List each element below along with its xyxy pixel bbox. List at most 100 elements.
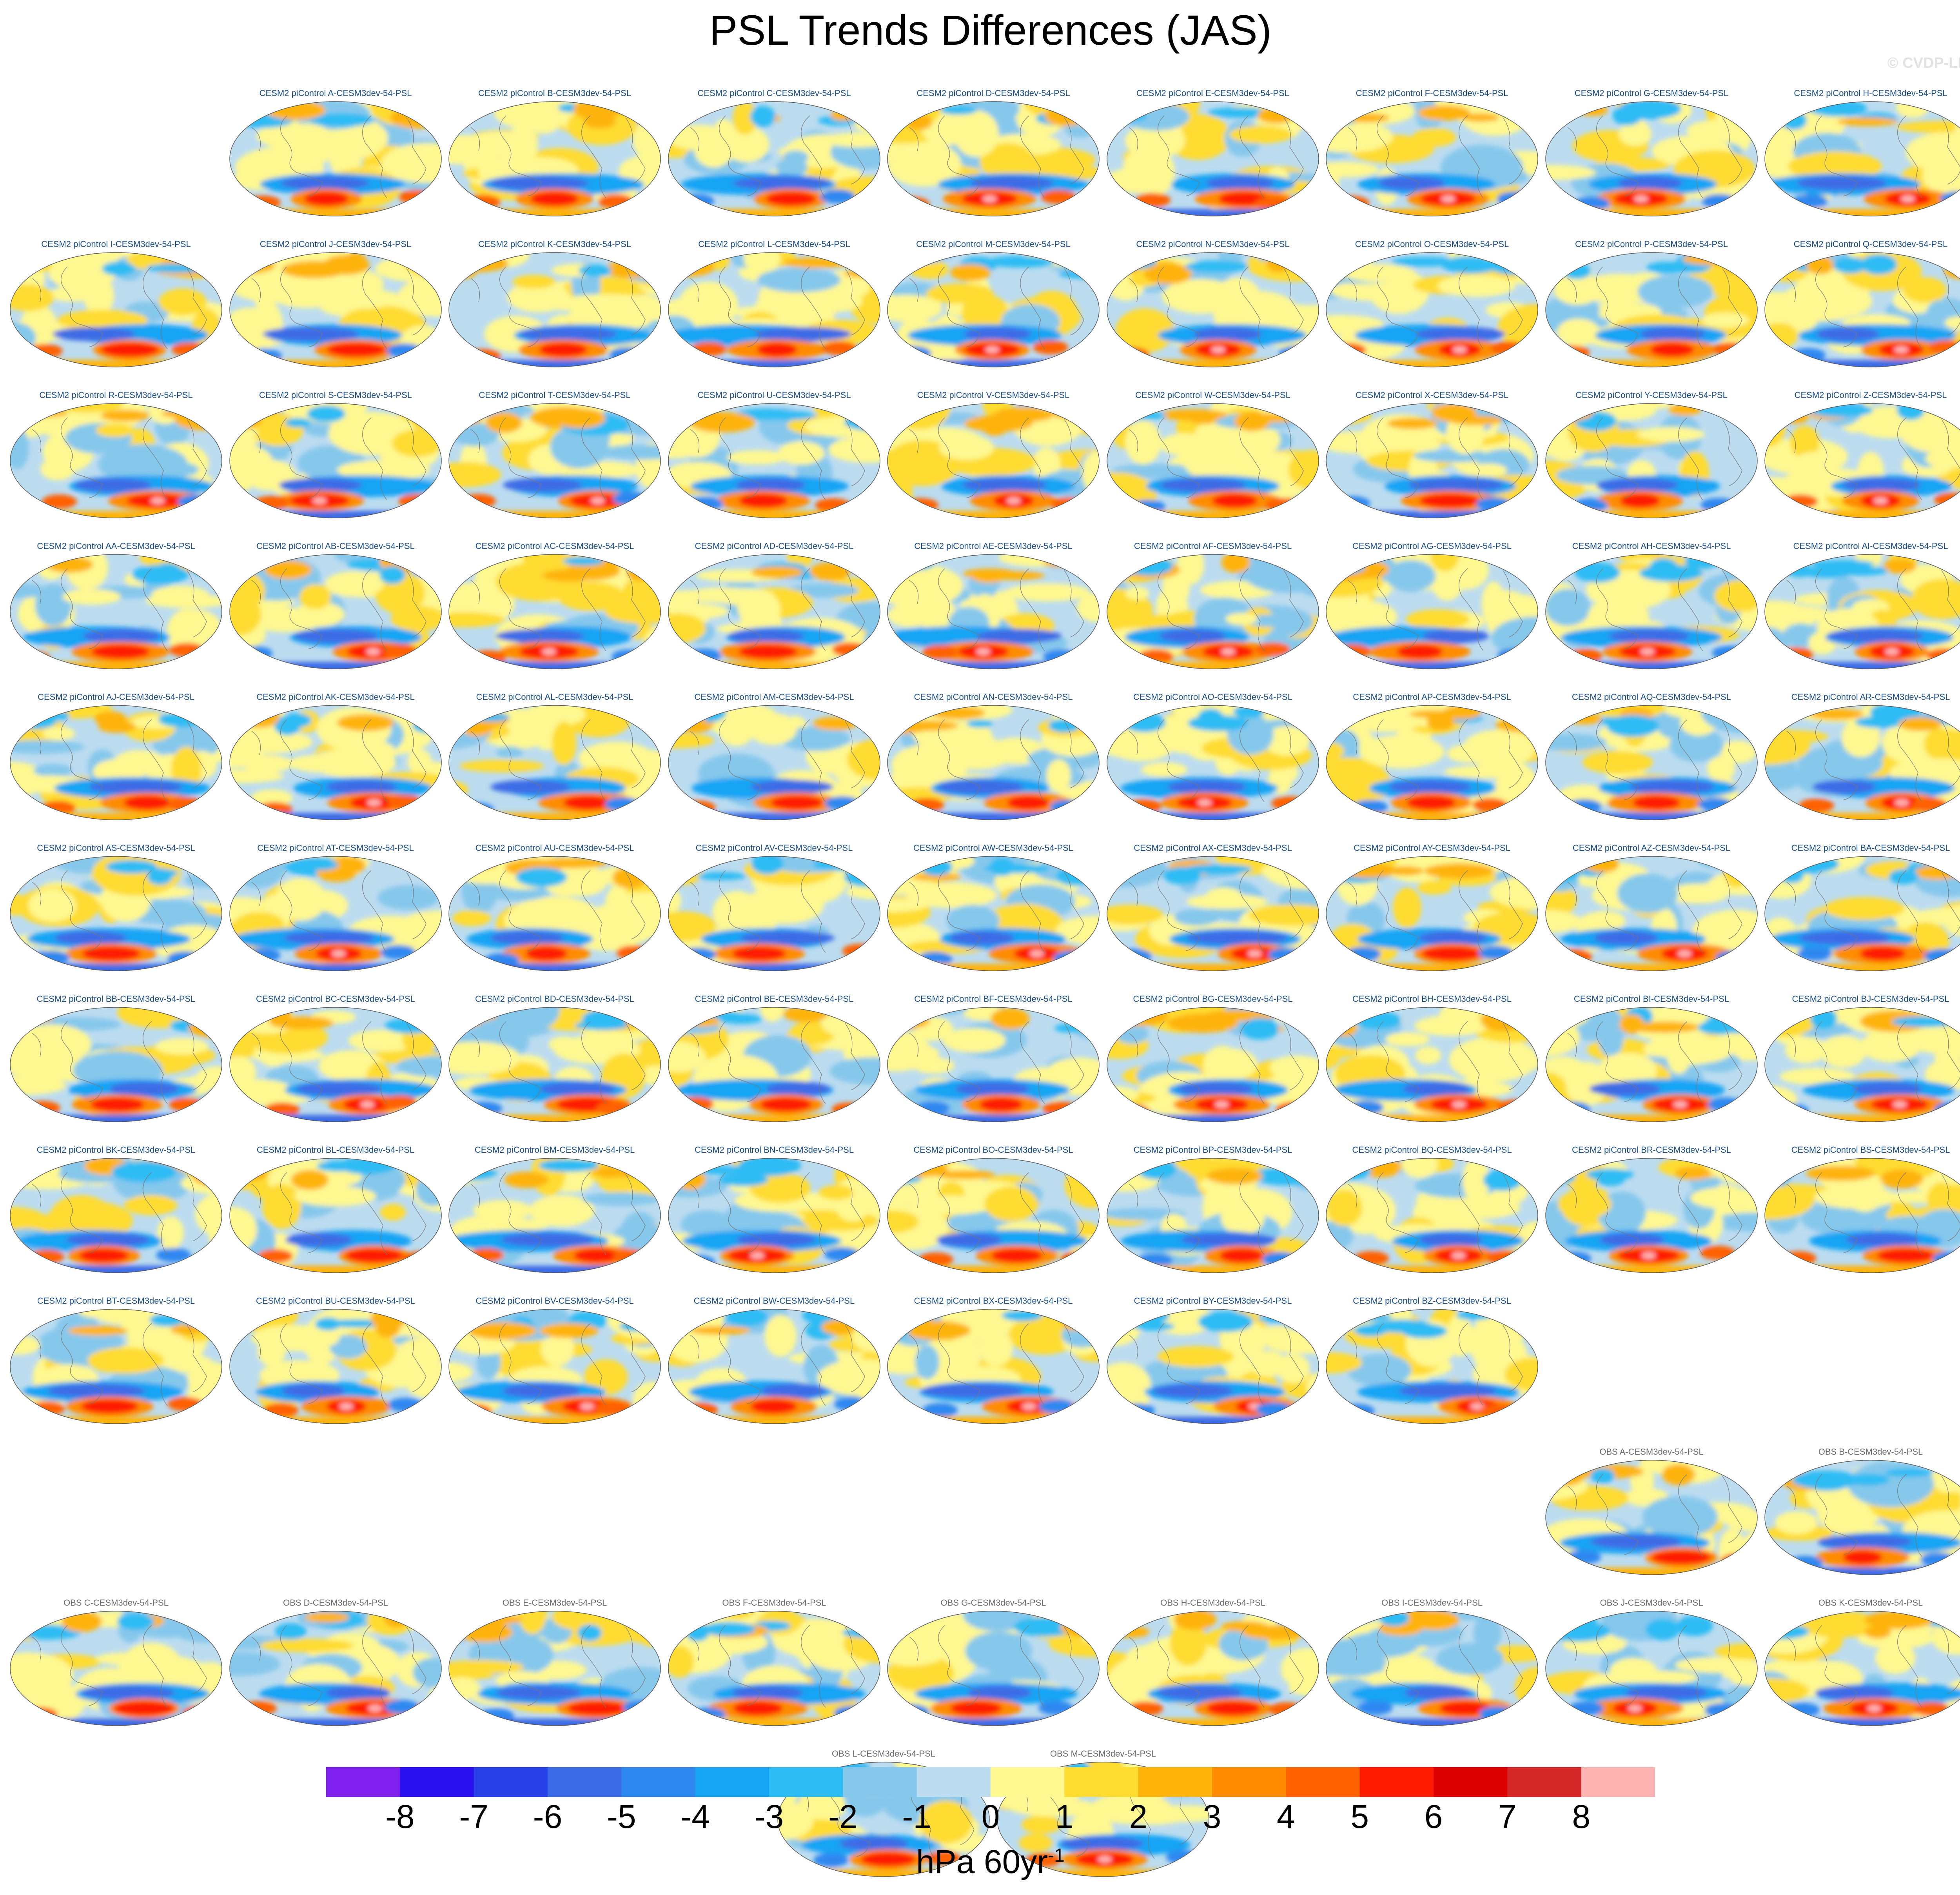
panel-title: OBS L-CESM3dev-54-PSL bbox=[831, 1749, 936, 1759]
map-panel: CESM2 piControl BT-CESM3dev-54-PSL bbox=[9, 1296, 223, 1441]
map-panel: CESM2 piControl AY-CESM3dev-54-PSL bbox=[1325, 843, 1539, 988]
colorbar-swatch bbox=[843, 1767, 917, 1797]
map-panel: OBS K-CESM3dev-54-PSL bbox=[1763, 1598, 1960, 1743]
map-panel: OBS J-CESM3dev-54-PSL bbox=[1544, 1598, 1759, 1743]
map-panel: CESM2 piControl I-CESM3dev-54-PSL bbox=[9, 239, 223, 384]
panel-title: CESM2 piControl G-CESM3dev-54-PSL bbox=[1574, 88, 1729, 98]
colorbar-tick-label: 1 bbox=[1055, 1798, 1074, 1835]
panel-title: CESM2 piControl I-CESM3dev-54-PSL bbox=[41, 239, 191, 249]
figure-title: PSL Trends Differences (JAS) bbox=[709, 6, 1272, 54]
colorbar-tick-label: 3 bbox=[1203, 1798, 1221, 1835]
panel-title: CESM2 piControl BR-CESM3dev-54-PSL bbox=[1572, 1145, 1731, 1155]
map-panel: CESM2 piControl AT-CESM3dev-54-PSL bbox=[228, 843, 443, 988]
colorbar-swatch bbox=[1507, 1767, 1582, 1797]
panel-title: CESM2 piControl D-CESM3dev-54-PSL bbox=[916, 88, 1070, 98]
map-panel: CESM2 piControl BV-CESM3dev-54-PSL bbox=[447, 1296, 662, 1441]
panel-title: OBS D-CESM3dev-54-PSL bbox=[283, 1598, 388, 1608]
colorbar-tick-label: -2 bbox=[828, 1798, 858, 1835]
map-panel: CESM2 piControl BM-CESM3dev-54-PSL bbox=[447, 1145, 662, 1290]
map-panel: CESM2 piControl E-CESM3dev-54-PSL bbox=[1105, 88, 1320, 233]
panel-title: OBS C-CESM3dev-54-PSL bbox=[64, 1598, 169, 1608]
panel-title: CESM2 piControl BH-CESM3dev-54-PSL bbox=[1352, 994, 1512, 1004]
panel-title: CESM2 piControl Y-CESM3dev-54-PSL bbox=[1575, 390, 1728, 400]
map-panel: CESM2 piControl Q-CESM3dev-54-PSL bbox=[1763, 239, 1960, 384]
map-panel: CESM2 piControl O-CESM3dev-54-PSL bbox=[1325, 239, 1539, 384]
map-panel: OBS B-CESM3dev-54-PSL bbox=[1763, 1447, 1960, 1592]
colorbar-tick-label: 7 bbox=[1498, 1798, 1517, 1835]
map-panel: CESM2 piControl X-CESM3dev-54-PSL bbox=[1325, 390, 1539, 535]
colorbar-swatch bbox=[1581, 1767, 1655, 1797]
map-panel: CESM2 piControl AU-CESM3dev-54-PSL bbox=[447, 843, 662, 988]
map-panel: OBS G-CESM3dev-54-PSL bbox=[886, 1598, 1101, 1743]
panel-title: CESM2 piControl AX-CESM3dev-54-PSL bbox=[1134, 843, 1292, 853]
map-panel: CESM2 piControl U-CESM3dev-54-PSL bbox=[667, 390, 882, 535]
map-panel: CESM2 piControl BZ-CESM3dev-54-PSL bbox=[1325, 1296, 1539, 1441]
panel-title: CESM2 piControl AW-CESM3dev-54-PSL bbox=[913, 843, 1074, 853]
map-panel: CESM2 piControl S-CESM3dev-54-PSL bbox=[228, 390, 443, 535]
colorbar-swatch bbox=[474, 1767, 548, 1797]
panel-title: CESM2 piControl AT-CESM3dev-54-PSL bbox=[257, 843, 414, 853]
map-panel: CESM2 piControl AS-CESM3dev-54-PSL bbox=[9, 843, 223, 988]
panel-title: CESM2 piControl A-CESM3dev-54-PSL bbox=[259, 88, 412, 98]
map-panel: CESM2 piControl F-CESM3dev-54-PSL bbox=[1325, 88, 1539, 233]
panel-title: CESM2 piControl BS-CESM3dev-54-PSL bbox=[1791, 1145, 1950, 1155]
map-panel: OBS F-CESM3dev-54-PSL bbox=[667, 1598, 882, 1743]
colorbar-tick-label: 4 bbox=[1276, 1798, 1295, 1835]
panel-title: CESM2 piControl AS-CESM3dev-54-PSL bbox=[37, 843, 195, 853]
map-panel: CESM2 piControl V-CESM3dev-54-PSL bbox=[886, 390, 1101, 535]
map-panel: CESM2 piControl AC-CESM3dev-54-PSL bbox=[447, 541, 662, 686]
panel-title: CESM2 piControl AU-CESM3dev-54-PSL bbox=[475, 843, 634, 853]
map-panel: CESM2 piControl L-CESM3dev-54-PSL bbox=[667, 239, 882, 384]
panel-title: CESM2 piControl AZ-CESM3dev-54-PSL bbox=[1572, 843, 1731, 853]
panel-title: OBS E-CESM3dev-54-PSL bbox=[502, 1598, 607, 1608]
panel-title: CESM2 piControl AQ-CESM3dev-54-PSL bbox=[1572, 692, 1731, 702]
panel-title: CESM2 piControl Z-CESM3dev-54-PSL bbox=[1794, 390, 1947, 400]
panel-title: CESM2 piControl B-CESM3dev-54-PSL bbox=[478, 88, 632, 98]
map-panel: CESM2 piControl AA-CESM3dev-54-PSL bbox=[9, 541, 223, 686]
map-panel: CESM2 piControl C-CESM3dev-54-PSL bbox=[667, 88, 882, 233]
panel-title: CESM2 piControl AB-CESM3dev-54-PSL bbox=[256, 541, 415, 551]
panel-title: CESM2 piControl AJ-CESM3dev-54-PSL bbox=[38, 692, 194, 702]
colorbar-swatch bbox=[769, 1767, 843, 1797]
map-panel: CESM2 piControl Y-CESM3dev-54-PSL bbox=[1544, 390, 1759, 535]
colorbar-swatch bbox=[695, 1767, 769, 1797]
map-panel: CESM2 piControl AB-CESM3dev-54-PSL bbox=[228, 541, 443, 686]
panel-title: CESM2 piControl BD-CESM3dev-54-PSL bbox=[475, 994, 634, 1004]
panel-title: CESM2 piControl AK-CESM3dev-54-PSL bbox=[256, 692, 415, 702]
map-panel: CESM2 piControl W-CESM3dev-54-PSL bbox=[1105, 390, 1320, 535]
map-panel: CESM2 piControl BE-CESM3dev-54-PSL bbox=[667, 994, 882, 1139]
map-panel: CESM2 piControl D-CESM3dev-54-PSL bbox=[886, 88, 1101, 233]
colorbar-swatch bbox=[1064, 1767, 1139, 1797]
panel-title: CESM2 piControl BC-CESM3dev-54-PSL bbox=[256, 994, 415, 1004]
panel-title: CESM2 piControl BO-CESM3dev-54-PSL bbox=[913, 1145, 1073, 1155]
colorbar-tick-label: 8 bbox=[1572, 1798, 1591, 1835]
map-panel: CESM2 piControl AK-CESM3dev-54-PSL bbox=[228, 692, 443, 837]
panel-title: CESM2 piControl BU-CESM3dev-54-PSL bbox=[256, 1296, 415, 1306]
panel-title: CESM2 piControl O-CESM3dev-54-PSL bbox=[1355, 239, 1509, 249]
panel-title: CESM2 piControl AA-CESM3dev-54-PSL bbox=[37, 541, 195, 551]
map-panel: CESM2 piControl AZ-CESM3dev-54-PSL bbox=[1544, 843, 1759, 988]
panel-title: CESM2 piControl AG-CESM3dev-54-PSL bbox=[1352, 541, 1512, 551]
colorbar-swatch bbox=[1286, 1767, 1360, 1797]
map-panel: CESM2 piControl BW-CESM3dev-54-PSL bbox=[667, 1296, 882, 1441]
panel-title: CESM2 piControl AE-CESM3dev-54-PSL bbox=[914, 541, 1073, 551]
map-panel: CESM2 piControl BA-CESM3dev-54-PSL bbox=[1763, 843, 1960, 988]
panel-title: CESM2 piControl BF-CESM3dev-54-PSL bbox=[914, 994, 1073, 1004]
colorbar-swatch bbox=[991, 1767, 1065, 1797]
map-panel: CESM2 piControl J-CESM3dev-54-PSL bbox=[228, 239, 443, 384]
panel-title: CESM2 piControl N-CESM3dev-54-PSL bbox=[1136, 239, 1290, 249]
panel-title: OBS M-CESM3dev-54-PSL bbox=[1050, 1749, 1156, 1759]
panel-title: CESM2 piControl AC-CESM3dev-54-PSL bbox=[475, 541, 634, 551]
map-panel: CESM2 piControl BY-CESM3dev-54-PSL bbox=[1105, 1296, 1320, 1441]
colorbar-tick-label: 5 bbox=[1350, 1798, 1369, 1835]
panel-title: CESM2 piControl AI-CESM3dev-54-PSL bbox=[1793, 541, 1948, 551]
colorbar-swatch bbox=[1359, 1767, 1434, 1797]
colorbar-swatch bbox=[326, 1767, 400, 1797]
panel-title: CESM2 piControl U-CESM3dev-54-PSL bbox=[697, 390, 851, 400]
panel-title: CESM2 piControl Q-CESM3dev-54-PSL bbox=[1793, 239, 1948, 249]
panel-title: CESM2 piControl W-CESM3dev-54-PSL bbox=[1135, 390, 1290, 400]
panel-title: CESM2 piControl C-CESM3dev-54-PSL bbox=[697, 88, 851, 98]
map-panel: CESM2 piControl A-CESM3dev-54-PSL bbox=[228, 88, 443, 233]
panel-title: CESM2 piControl F-CESM3dev-54-PSL bbox=[1356, 88, 1508, 98]
map-panel: CESM2 piControl Z-CESM3dev-54-PSL bbox=[1763, 390, 1960, 535]
